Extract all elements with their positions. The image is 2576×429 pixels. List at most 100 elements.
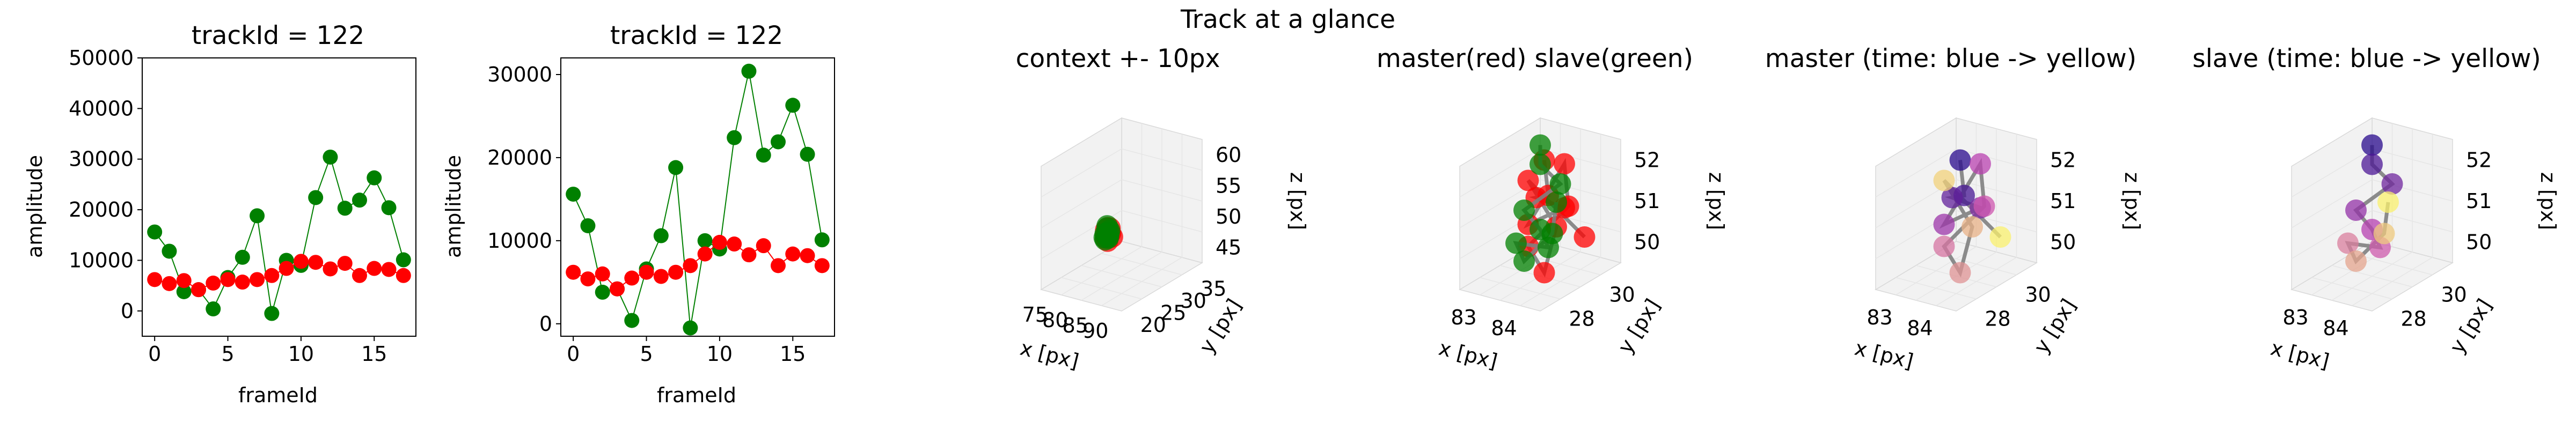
y-tick-label: 0 [121, 299, 134, 323]
data-point-3d [1529, 153, 1551, 175]
z-tick-label: 51 [1634, 189, 1660, 213]
data-point [800, 146, 815, 162]
y-tick-label: 30 [2025, 283, 2051, 307]
data-point-3d [1933, 235, 1955, 257]
master-time-3d-title: master (time: blue -> yellow) [1765, 44, 2136, 73]
grid-line [2331, 129, 2413, 301]
data-point [785, 98, 801, 113]
y-tick-label: 28 [1569, 307, 1594, 331]
data-point [264, 306, 280, 321]
data-point [756, 238, 771, 254]
z-axis-label: z [px] [2536, 172, 2560, 230]
plot-1-xlabel: frameId [238, 383, 318, 407]
data-point [580, 218, 596, 233]
data-point [381, 262, 397, 277]
z-tick-label: 50 [2050, 231, 2076, 254]
y-tick-label: 0 [539, 312, 552, 336]
amplitude-plot-1: trackId = 122 frameId amplitude 0 5 10 15 0 1… [23, 21, 416, 407]
x-tick-label: 5 [221, 342, 234, 366]
data-point [396, 252, 411, 268]
grid-line [1041, 179, 1203, 228]
data-point-3d [1513, 199, 1535, 221]
data-point-3d [1970, 153, 1991, 175]
grid-line [1041, 210, 1203, 260]
data-point [323, 261, 338, 277]
master-slave-3d-plot: master(red) slave(green) 83 84 28 30 50 51 52 x… [1377, 44, 1728, 373]
data-point [381, 200, 397, 216]
slave-time-3d-title: slave (time: blue -> yellow) [2192, 44, 2541, 73]
data-point-3d [1098, 221, 1120, 243]
data-point-3d [1533, 262, 1555, 284]
data-point [220, 272, 236, 287]
grid-line [2352, 134, 2433, 306]
data-point-3d [1949, 262, 1971, 284]
data-point [235, 249, 250, 265]
data-point [712, 234, 727, 250]
data-point [250, 272, 265, 287]
plot-2-xlabel: frameId [657, 383, 736, 407]
amplitude-plot-2: trackId = 122 frameId amplitude 0 5 10 15 0 1… [442, 21, 835, 407]
x-tick-label: 90 [1082, 319, 1108, 343]
grid-line [1081, 265, 1162, 287]
data-point-3d [1546, 191, 1567, 213]
x-axis-label: x [px] [2268, 336, 2332, 374]
plot-1-title: trackId = 122 [192, 21, 364, 50]
data-point [668, 160, 684, 175]
data-point-3d [1517, 169, 1539, 191]
master-time-3d-plot: master (time: blue -> yellow) 83 84 28 30 50… [1765, 44, 2144, 373]
x-tick-label: 83 [1451, 306, 1476, 329]
grid-line [1936, 134, 2017, 306]
data-point-3d [2381, 173, 2403, 195]
grid-line [1061, 123, 1143, 295]
data-point [235, 275, 250, 290]
data-point [580, 271, 596, 287]
z-tick-label: 50 [2466, 231, 2492, 254]
data-point-3d [2345, 199, 2367, 221]
plot-2-ylabel: amplitude [442, 155, 465, 258]
data-point [323, 149, 338, 165]
x-tick-label: 83 [1867, 306, 1892, 329]
grid-line [2291, 179, 2453, 228]
data-point [653, 228, 669, 243]
data-point [337, 201, 353, 216]
data-point-3d [2337, 232, 2359, 254]
context-3d-title: context +- 10px [1016, 44, 1220, 73]
data-point [279, 261, 294, 276]
y-tick-label: 10000 [487, 229, 552, 253]
y-tick-label: 30000 [69, 147, 134, 171]
data-point-3d [1554, 153, 1575, 175]
grid-line [1915, 129, 1997, 301]
data-point [176, 273, 192, 289]
x-tick-label: 84 [1491, 316, 1517, 340]
data-point-3d [1505, 232, 1527, 254]
data-point [727, 236, 742, 252]
y-tick-label: 10000 [69, 248, 134, 272]
data-point [352, 193, 367, 208]
y-tick-label: 20 [1140, 313, 1166, 337]
data-point [367, 170, 382, 186]
data-point-3d [1989, 226, 2011, 248]
data-point-3d [1949, 149, 1971, 171]
y-tick-label: 30 [1181, 289, 1206, 313]
data-point-3d [1549, 173, 1571, 195]
data-point [595, 266, 610, 282]
y-tick-label: 20000 [69, 198, 134, 221]
z-tick-label: 45 [1216, 235, 1241, 259]
x-tick-label: 80 [1042, 308, 1068, 332]
data-point [264, 268, 280, 283]
x-tick-label: 10 [707, 342, 733, 366]
z-tick-label: 51 [2466, 189, 2492, 213]
z-tick-label: 50 [1216, 205, 1241, 228]
data-point [308, 190, 324, 205]
y-tick-label: 30 [2441, 283, 2467, 307]
data-point-3d [1529, 134, 1551, 156]
z-tick-label: 50 [1634, 231, 1660, 254]
z-tick-label: 60 [1216, 143, 1241, 167]
data-point [352, 268, 367, 283]
plot-frame [142, 57, 416, 337]
grid-line [1101, 253, 1182, 276]
x-tick-label: 15 [361, 342, 387, 366]
data-point-3d [2373, 223, 2395, 245]
grid-line [1459, 179, 1621, 228]
y-tick-label: 30000 [487, 63, 552, 86]
